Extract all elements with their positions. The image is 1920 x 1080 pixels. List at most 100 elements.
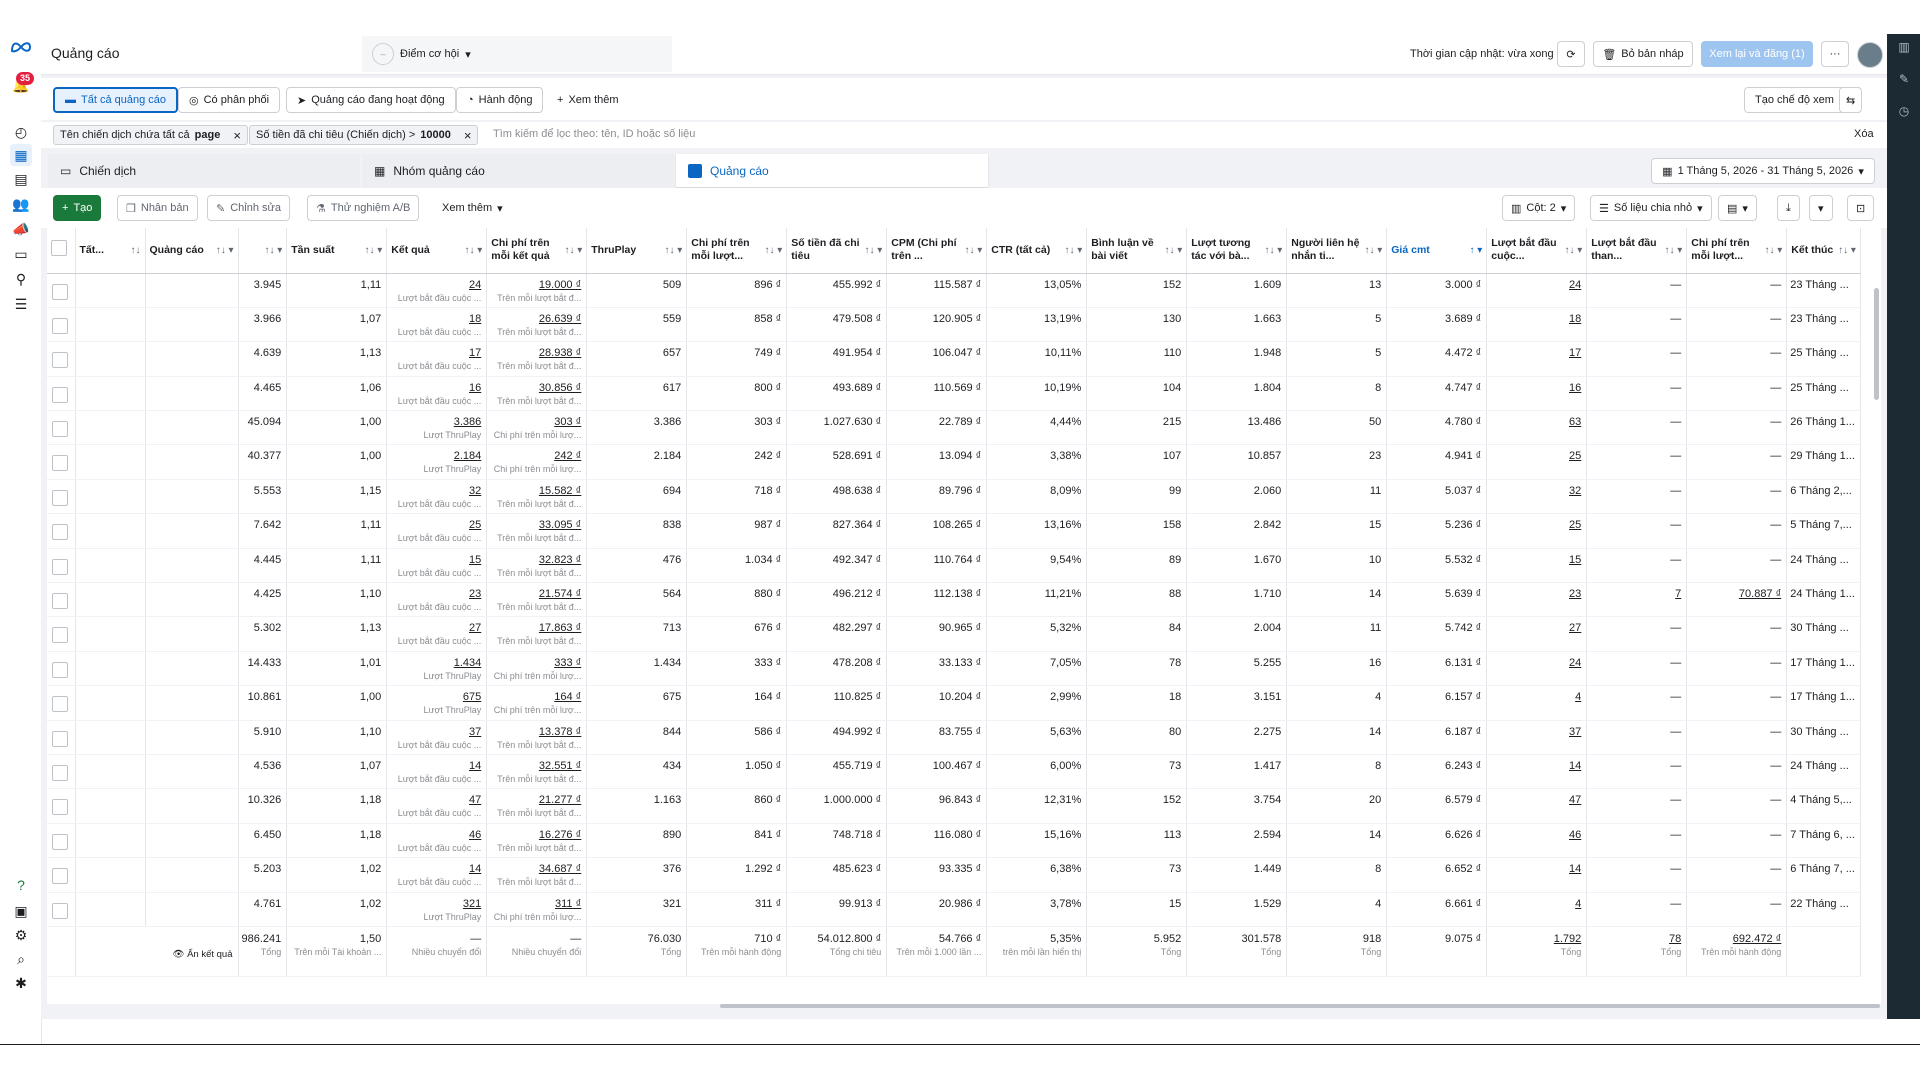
row-checkbox[interactable] <box>51 627 68 644</box>
audiences-icon[interactable]: 👥 <box>12 195 30 212</box>
cell-cpr[interactable]: 33.095 ₫ Trên mỗi lượt bắt đ... <box>486 513 588 549</box>
cell-cpc2[interactable]: — <box>1686 788 1788 824</box>
value-conv[interactable]: 25 <box>1569 519 1582 532</box>
value-cpc2[interactable]: 70.887 ₫ <box>1738 588 1782 601</box>
cell-cpc2[interactable]: — <box>1686 307 1788 343</box>
row-select-cell[interactable] <box>47 548 76 584</box>
cell-conv[interactable]: 32 <box>1486 479 1588 515</box>
row-ad-cell[interactable] <box>145 513 239 549</box>
value-conv[interactable]: 24 <box>1569 656 1582 669</box>
row-checkbox[interactable] <box>51 421 68 438</box>
row-ad-cell[interactable] <box>145 823 239 859</box>
value-cpr[interactable]: 33.095 ₫ <box>538 519 582 532</box>
history-icon[interactable]: ◷ <box>1898 104 1910 118</box>
settings-icon[interactable]: ⚙ <box>14 926 28 943</box>
cell-cpr[interactable]: 17.863 ₫ Trên mỗi lượt bắt đ... <box>486 616 588 652</box>
row-select-cell[interactable] <box>47 892 76 927</box>
cell-conv2[interactable]: — <box>1586 444 1688 480</box>
value-cpr[interactable]: 16.276 ₫ <box>538 828 582 841</box>
row-checkbox[interactable] <box>51 455 68 472</box>
value-cpr[interactable]: 19.000 ₫ <box>538 278 582 291</box>
table-row[interactable]: 4.639 1,13 17 Lượt bắt đầu cuộc ... 28.938 ₫… <box>47 341 1861 377</box>
cell-cpc2[interactable]: — <box>1686 892 1788 927</box>
bug-icon[interactable]: ✱ <box>15 974 27 991</box>
search-icon[interactable]: ⌕ <box>17 950 25 967</box>
value-cpr[interactable]: 15.582 ₫ <box>538 484 582 497</box>
cell-cpc2[interactable]: — <box>1686 616 1788 652</box>
row-select-cell[interactable] <box>47 582 76 618</box>
cell-result[interactable]: 27 Lượt bắt đầu cuộc ... <box>386 616 488 652</box>
row-select-cell[interactable] <box>47 823 76 859</box>
table-row[interactable]: 40.377 1,00 2.184 Lượt ThruPlay 242 ₫ Chi phí… <box>47 444 1861 480</box>
row-select-cell[interactable] <box>47 616 76 652</box>
cell-conv2[interactable]: — <box>1586 548 1688 584</box>
cell-conv[interactable]: 25 <box>1486 444 1588 480</box>
cell-cpr[interactable]: 21.574 ₫ Trên mỗi lượt bắt đ... <box>486 582 588 618</box>
cell-result[interactable]: 23 Lượt bắt đầu cuộc ... <box>386 582 488 618</box>
value-result[interactable]: 2.184 <box>453 450 482 463</box>
value-cpr[interactable]: 21.574 ₫ <box>538 588 582 601</box>
cell-cpr[interactable]: 333 ₫ Chi phí trên mỗi lượ... <box>486 651 588 687</box>
cell-conv2[interactable]: — <box>1586 273 1688 308</box>
value-cpr[interactable]: 21.277 ₫ <box>538 794 582 807</box>
col-header-ctr[interactable]: CTR (tất cả) ↑↓ ▾ <box>986 228 1088 274</box>
value-result[interactable]: 47 <box>469 794 482 807</box>
value-cpr[interactable]: 28.938 ₫ <box>538 347 582 360</box>
row-select-cell[interactable] <box>47 651 76 687</box>
expand-button[interactable]: ⊡ <box>1847 195 1875 221</box>
cell-conv2[interactable]: — <box>1586 788 1688 824</box>
cell-cpc2[interactable]: — <box>1686 341 1788 377</box>
value-cpr[interactable]: 13.378 ₫ <box>538 725 582 738</box>
cell-conv[interactable]: 23 <box>1486 582 1588 618</box>
cell-cpc2[interactable]: — <box>1686 685 1788 721</box>
col-header-engagement[interactable]: Lượt tương tác với bà... ↑↓ ▾ <box>1186 228 1288 274</box>
create-button[interactable]: + Tạo <box>53 195 102 221</box>
col-header-cost-comment[interactable]: Giá cmt ↑ ▾ <box>1386 228 1488 274</box>
adjust-view-button[interactable]: ⇆ <box>1839 87 1863 113</box>
table-row[interactable]: 6.450 1,18 46 Lượt bắt đầu cuộc ... 16.276 ₫… <box>47 823 1861 859</box>
row-checkbox[interactable] <box>51 833 68 850</box>
cell-cpc2[interactable]: — <box>1686 444 1788 480</box>
table-row[interactable]: 5.910 1,10 37 Lượt bắt đầu cuộc ... 13.378 ₫… <box>47 720 1861 755</box>
row-ad-cell[interactable] <box>145 341 239 377</box>
create-view-button[interactable]: Tạo chế độ xem <box>1744 87 1845 113</box>
cell-result[interactable]: 14 Lượt bắt đầu cuộc ... <box>386 857 488 893</box>
value-result[interactable]: 16 <box>469 381 482 394</box>
cell-cpr[interactable]: 30.856 ₫ Trên mỗi lượt bắt đ... <box>486 376 588 412</box>
filter-campaign-name[interactable]: Tên chiến dịch chứa tất cả page × <box>53 125 248 145</box>
cell-cpr[interactable]: 303 ₫ Chi phí trên mỗi lượ... <box>486 410 588 446</box>
cell-cpc2[interactable]: — <box>1686 410 1788 446</box>
cell-result[interactable]: 2.184 Lượt ThruPlay <box>386 444 488 480</box>
table-row[interactable]: 3.966 1,07 18 Lượt bắt đầu cuộc ... 26.639 ₫… <box>47 307 1861 343</box>
row-ad-cell[interactable] <box>145 410 239 446</box>
cell-conv2[interactable]: — <box>1586 754 1688 790</box>
value-conv[interactable]: 4 <box>1575 691 1582 704</box>
cell-cpc2[interactable]: — <box>1686 720 1788 755</box>
row-select-cell[interactable] <box>47 857 76 893</box>
row-checkbox[interactable] <box>51 799 68 816</box>
toolbar-see-more[interactable]: Xem thêm ▾ <box>434 195 511 221</box>
select-all-header[interactable] <box>47 228 76 274</box>
cell-result[interactable]: 47 Lượt bắt đầu cuộc ... <box>386 788 488 824</box>
cell-conv2[interactable]: 7 <box>1586 582 1688 618</box>
opportunity-score[interactable]: – Điểm cơ hội ▾ <box>362 36 672 72</box>
table-row[interactable]: 10.861 1,00 675 Lượt ThruPlay 164 ₫ Chi phí t… <box>47 685 1861 721</box>
row-ad-cell[interactable] <box>145 892 239 927</box>
row-ad-cell[interactable] <box>145 548 239 584</box>
value-conv[interactable]: 37 <box>1569 725 1582 738</box>
col-header-cost-per-conv2[interactable]: Chi phí trên mỗi lượt... ↑↓ ▾ <box>1686 228 1788 274</box>
columns-button[interactable]: ▥ Cột: 2 ▾ <box>1502 195 1576 221</box>
news-icon[interactable]: ▣ <box>14 902 28 919</box>
cell-conv[interactable]: 14 <box>1486 754 1588 790</box>
cell-cpr[interactable]: 311 ₫ Chi phí trên mỗi lượ... <box>486 892 588 927</box>
breakdown-button[interactable]: ☰ Số liệu chia nhỏ ▾ <box>1590 195 1712 221</box>
row-select-cell[interactable] <box>47 444 76 480</box>
row-checkbox[interactable] <box>51 386 68 403</box>
row-select-cell[interactable] <box>47 479 76 515</box>
value-conv[interactable]: 25 <box>1569 450 1582 463</box>
total-conv-value[interactable]: 1.792 <box>1553 932 1582 945</box>
cell-cpc2[interactable]: — <box>1686 513 1788 549</box>
cell-result[interactable]: 14 Lượt bắt đầu cuộc ... <box>386 754 488 790</box>
row-select-cell[interactable] <box>47 720 76 755</box>
value-conv[interactable]: 46 <box>1569 828 1582 841</box>
